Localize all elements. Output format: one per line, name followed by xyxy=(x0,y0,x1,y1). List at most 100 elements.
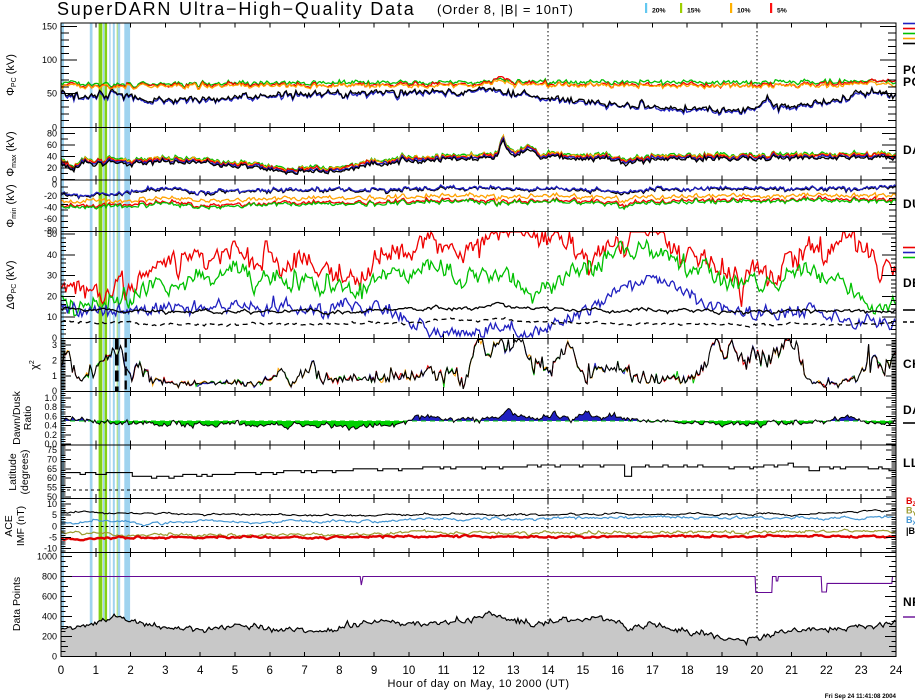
svg-text:Φmax (kV): Φmax (kV) xyxy=(5,131,18,176)
svg-text:-60: -60 xyxy=(44,214,57,224)
svg-text:(degrees): (degrees) xyxy=(19,450,31,495)
svg-text:Ratio: Ratio xyxy=(22,406,34,431)
svg-text:|B|: |B| xyxy=(906,526,915,536)
svg-text:Hour of day on May, 10 2000 (U: Hour of day on May, 10 2000 (UT) xyxy=(387,678,569,690)
svg-text:60: 60 xyxy=(47,140,57,150)
svg-text:55: 55 xyxy=(47,483,57,493)
svg-text:40: 40 xyxy=(47,151,57,161)
svg-text:400: 400 xyxy=(42,612,57,622)
svg-text:10: 10 xyxy=(47,499,57,509)
svg-text:DUSK: DUSK xyxy=(903,197,915,211)
svg-text:40: 40 xyxy=(47,250,57,260)
svg-text:10%: 10% xyxy=(737,8,751,15)
svg-text:200: 200 xyxy=(42,632,57,642)
svg-text:BY: BY xyxy=(906,506,915,518)
svg-text:Data Points: Data Points xyxy=(11,577,23,631)
svg-text:2: 2 xyxy=(127,665,133,677)
svg-text:0.2: 0.2 xyxy=(44,430,57,440)
svg-text:60: 60 xyxy=(47,473,57,483)
svg-text:15: 15 xyxy=(576,665,589,677)
svg-text:1: 1 xyxy=(52,371,57,381)
svg-text:-80: -80 xyxy=(44,225,57,235)
svg-text:50: 50 xyxy=(47,492,57,502)
svg-text:5: 5 xyxy=(232,665,238,677)
svg-text:5: 5 xyxy=(52,510,57,520)
svg-text:10: 10 xyxy=(403,665,416,677)
svg-text:17: 17 xyxy=(646,665,659,677)
svg-text:600: 600 xyxy=(42,592,57,602)
svg-text:IMF (nT): IMF (nT) xyxy=(15,506,27,546)
svg-text:CHI: CHI xyxy=(903,357,915,371)
svg-text:13: 13 xyxy=(507,665,520,677)
svg-text:0: 0 xyxy=(52,179,57,189)
svg-text:22: 22 xyxy=(820,665,833,677)
svg-text:Φmin (kV): Φmin (kV) xyxy=(5,184,18,227)
svg-text:POTENT: POTENT xyxy=(903,75,915,89)
svg-text:DAWN: DAWN xyxy=(903,143,915,157)
svg-text:0.6: 0.6 xyxy=(44,411,57,421)
svg-text:ACE: ACE xyxy=(3,515,15,537)
svg-text:100: 100 xyxy=(42,55,57,65)
svg-text:18: 18 xyxy=(681,665,694,677)
svg-text:1000: 1000 xyxy=(37,552,57,562)
svg-text:5%: 5% xyxy=(777,8,787,15)
svg-text:8: 8 xyxy=(336,665,342,677)
svg-text:Latitude: Latitude xyxy=(7,453,19,491)
svg-text:0.0: 0.0 xyxy=(44,439,57,449)
svg-text:11: 11 xyxy=(438,665,450,677)
svg-text:0.4: 0.4 xyxy=(44,421,57,431)
svg-text:DELTA: DELTA xyxy=(903,276,915,290)
svg-text:ΔΦPC (kV): ΔΦPC (kV) xyxy=(5,260,18,309)
svg-text:3: 3 xyxy=(52,340,57,350)
svg-text:50: 50 xyxy=(47,229,57,239)
svg-text:ΦPC (kV): ΦPC (kV) xyxy=(5,54,18,96)
svg-text:65: 65 xyxy=(47,464,57,474)
svg-text:9: 9 xyxy=(371,665,377,677)
svg-text:20: 20 xyxy=(47,291,57,301)
svg-text:0: 0 xyxy=(52,174,57,184)
svg-text:SuperDARN Ultra−High−Quality D: SuperDARN Ultra−High−Quality Data xyxy=(57,0,416,19)
svg-text:80: 80 xyxy=(47,128,57,138)
svg-text:21: 21 xyxy=(785,665,798,677)
svg-text:POLAR: POLAR xyxy=(903,63,915,77)
svg-text:7: 7 xyxy=(301,665,307,677)
svg-text:0: 0 xyxy=(52,521,57,531)
svg-text:0: 0 xyxy=(52,386,57,396)
svg-text:10: 10 xyxy=(47,312,57,322)
svg-text:14: 14 xyxy=(542,665,555,677)
svg-text:Dawn/Dusk: Dawn/Dusk xyxy=(11,390,23,444)
svg-text:-5: -5 xyxy=(49,533,57,543)
svg-text:1.0: 1.0 xyxy=(44,393,57,403)
svg-text:3: 3 xyxy=(162,665,168,677)
svg-text:2: 2 xyxy=(52,356,57,366)
svg-text:Fri Sep 24 11:41:08 2004: Fri Sep 24 11:41:08 2004 xyxy=(825,693,897,700)
svg-text:-40: -40 xyxy=(44,202,57,212)
svg-text:19: 19 xyxy=(716,665,729,677)
svg-text:16: 16 xyxy=(611,665,624,677)
svg-text:75: 75 xyxy=(47,445,57,455)
svg-text:20%: 20% xyxy=(652,8,666,15)
svg-text:4: 4 xyxy=(197,665,204,677)
svg-text:800: 800 xyxy=(42,572,57,582)
svg-text:χ2: χ2 xyxy=(29,360,41,370)
svg-text:150: 150 xyxy=(42,21,57,31)
svg-text:0.8: 0.8 xyxy=(44,402,57,412)
svg-text:20: 20 xyxy=(750,665,763,677)
svg-text:20: 20 xyxy=(47,163,57,173)
svg-text:-10: -10 xyxy=(44,544,57,554)
svg-text:BZ: BZ xyxy=(906,496,915,508)
svg-text:(Order 8, |B| = 10nT): (Order 8, |B| = 10nT) xyxy=(437,2,574,17)
svg-text:0: 0 xyxy=(52,333,57,343)
svg-text:LLAT: LLAT xyxy=(903,456,915,470)
svg-text:23: 23 xyxy=(855,665,868,677)
svg-text:NPTS: NPTS xyxy=(903,595,915,609)
svg-text:30: 30 xyxy=(47,271,57,281)
svg-text:BX: BX xyxy=(906,515,915,527)
svg-text:6: 6 xyxy=(267,665,273,677)
svg-text:24: 24 xyxy=(890,665,903,677)
svg-text:-20: -20 xyxy=(44,191,57,201)
svg-text:0: 0 xyxy=(52,652,57,662)
svg-text:70: 70 xyxy=(47,454,57,464)
svg-text:15%: 15% xyxy=(687,8,701,15)
svg-text:DAY/N: DAY/N xyxy=(903,403,915,417)
